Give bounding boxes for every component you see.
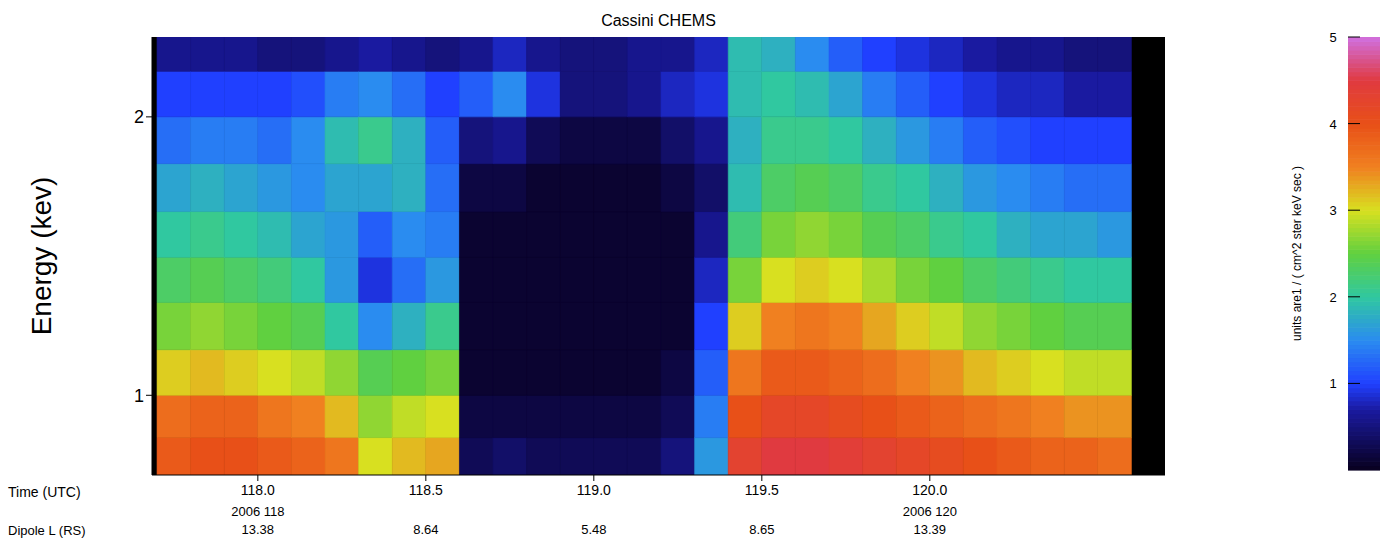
svg-text:118.5: 118.5 <box>409 482 443 498</box>
svg-text:2006 120: 2006 120 <box>903 504 957 519</box>
html-text:Time (UTC): Time (UTC) <box>8 484 81 500</box>
html-text:Cassini CHEMS: Cassini CHEMS <box>601 12 716 29</box>
svg-text:4: 4 <box>1329 117 1336 132</box>
svg-text:13.38: 13.38 <box>242 522 275 537</box>
svg-text:2: 2 <box>134 107 144 127</box>
svg-text:5: 5 <box>1329 30 1336 45</box>
svg-text:1: 1 <box>134 386 144 406</box>
html-text:Energy (kev): Energy (kev) <box>26 176 57 336</box>
svg-text:2: 2 <box>1329 290 1336 305</box>
svg-text:119.0: 119.0 <box>577 482 611 498</box>
html-text:Dipole L (RS): Dipole L (RS) <box>8 523 86 538</box>
svg-text:13.39: 13.39 <box>914 522 947 537</box>
svg-text:120.0: 120.0 <box>912 482 947 498</box>
svg-text:units are1 / ( cm^2 ster keV s: units are1 / ( cm^2 ster keV sec ) <box>1290 166 1304 341</box>
svg-text:8.65: 8.65 <box>749 522 774 537</box>
svg-text:119.5: 119.5 <box>745 482 779 498</box>
svg-text:5.48: 5.48 <box>581 522 606 537</box>
svg-text:2006 118: 2006 118 <box>231 504 284 519</box>
svg-text:3: 3 <box>1329 203 1336 218</box>
svg-text:1: 1 <box>1329 376 1336 391</box>
svg-text:8.64: 8.64 <box>413 522 438 537</box>
svg-text:118.0: 118.0 <box>241 482 275 498</box>
